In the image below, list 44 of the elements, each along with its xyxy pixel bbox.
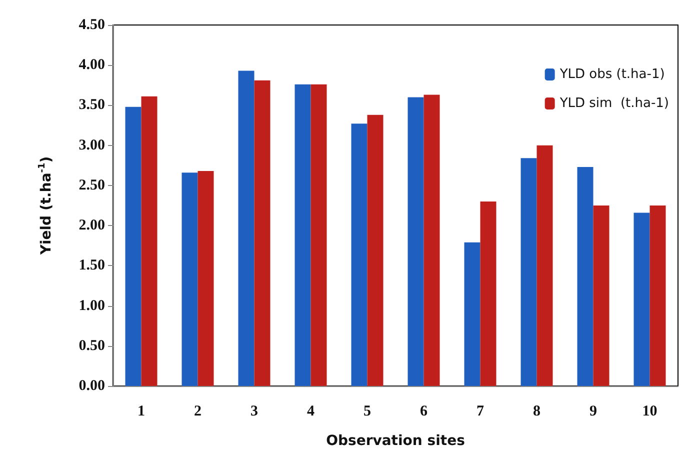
- bar: [634, 212, 650, 386]
- x-tick-label: 5: [364, 404, 371, 420]
- x-tick-label: 7: [476, 404, 484, 420]
- bar: [198, 171, 214, 386]
- y-tick-label: 4.00: [78, 57, 105, 74]
- bar: [424, 94, 440, 386]
- x-tick-label: 2: [194, 404, 202, 420]
- bar: [464, 242, 480, 386]
- bar: [238, 70, 254, 386]
- x-tick-label: 8: [533, 404, 540, 420]
- bar: [294, 84, 311, 386]
- y-tick-label: 3.00: [78, 137, 105, 154]
- legend-label: YLD obs (t.ha-1): [558, 67, 665, 82]
- x-tick-label: 1: [138, 404, 145, 420]
- x-tick-label: 10: [642, 404, 658, 420]
- x-tick-label: 9: [590, 404, 597, 420]
- y-tick-label: 4.50: [78, 17, 105, 33]
- legend-label: YLD sim (t.ha-1): [558, 96, 670, 111]
- bar: [593, 206, 610, 386]
- bar: [367, 114, 384, 386]
- bar: [408, 97, 424, 386]
- y-tick-label: 0.50: [78, 338, 105, 354]
- y-tick-label: 2.00: [78, 218, 105, 234]
- bar: [650, 206, 666, 386]
- bar: [520, 158, 537, 386]
- bar: [536, 145, 553, 386]
- y-tick-label: 1.50: [78, 258, 105, 274]
- bar: [182, 172, 198, 386]
- x-axis-title: Observation sites: [326, 433, 465, 449]
- y-tick-label: 1.00: [78, 298, 105, 314]
- bar: [310, 84, 327, 386]
- y-tick-label: 0.00: [78, 378, 105, 394]
- bar: [480, 201, 496, 386]
- y-tick-label: 3.50: [78, 97, 105, 114]
- x-tick-label: 3: [250, 404, 258, 420]
- bar: [125, 106, 142, 386]
- y-tick-label: 2.50: [78, 177, 105, 194]
- y-axis-title: Yield (t.ha-1): [38, 156, 54, 256]
- bar: [351, 124, 368, 386]
- x-tick-label: 4: [307, 404, 315, 420]
- x-tick-label: 6: [420, 404, 428, 420]
- bar: [254, 80, 270, 386]
- bar: [141, 96, 158, 386]
- bar: [577, 166, 594, 386]
